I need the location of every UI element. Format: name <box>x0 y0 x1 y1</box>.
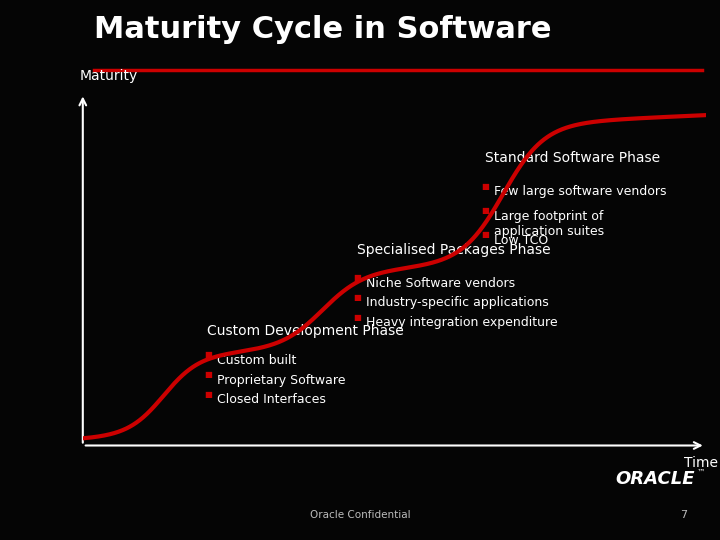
Text: Oracle Confidential: Oracle Confidential <box>310 510 410 520</box>
Text: Few large software vendors: Few large software vendors <box>494 185 666 198</box>
Text: ■: ■ <box>204 390 212 399</box>
Text: ■: ■ <box>481 231 489 239</box>
Text: ■: ■ <box>354 313 361 322</box>
Text: ■: ■ <box>204 370 212 379</box>
Text: ™: ™ <box>697 468 706 477</box>
Text: ■: ■ <box>481 181 489 191</box>
Text: Heavy integration expenditure: Heavy integration expenditure <box>366 316 558 329</box>
Text: Maturity Cycle in Software: Maturity Cycle in Software <box>94 15 551 44</box>
Text: Proprietary Software: Proprietary Software <box>217 374 345 387</box>
Text: ORACLE: ORACLE <box>616 470 695 488</box>
Text: Niche Software vendors: Niche Software vendors <box>366 276 516 290</box>
Text: Low TCO: Low TCO <box>494 234 548 247</box>
Text: Time: Time <box>684 456 718 470</box>
Text: 7: 7 <box>680 510 688 520</box>
Text: ■: ■ <box>481 206 489 215</box>
Text: Maturity: Maturity <box>80 69 138 83</box>
Text: Large footprint of
application suites: Large footprint of application suites <box>494 210 604 238</box>
Text: ■: ■ <box>354 293 361 302</box>
Text: Closed Interfaces: Closed Interfaces <box>217 394 325 407</box>
Text: Standard Software Phase: Standard Software Phase <box>485 151 660 165</box>
Text: ■: ■ <box>204 350 212 359</box>
Text: Specialised Packages Phase: Specialised Packages Phase <box>357 243 551 257</box>
Text: ■: ■ <box>354 273 361 282</box>
Text: Industry-specific applications: Industry-specific applications <box>366 296 549 309</box>
Text: Custom built: Custom built <box>217 354 296 367</box>
Text: Custom Development Phase: Custom Development Phase <box>207 324 404 338</box>
